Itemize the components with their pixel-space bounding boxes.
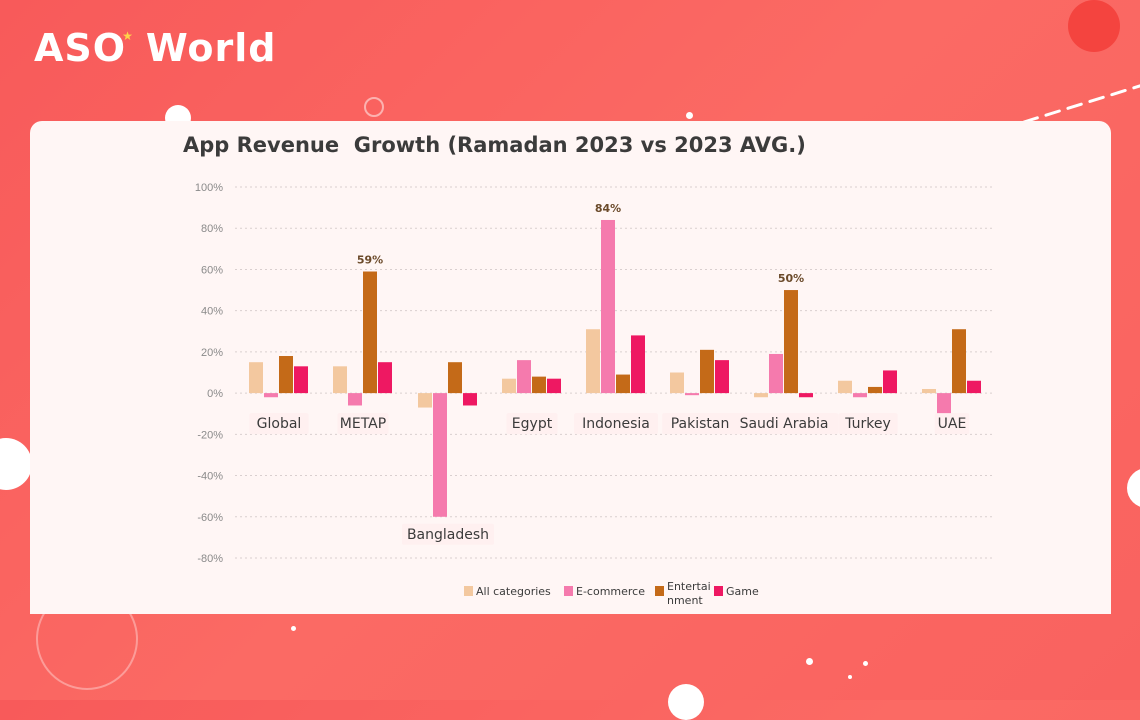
bar-game — [799, 393, 813, 398]
logo-text-aso: ASO — [34, 26, 127, 70]
category-label: UAE — [938, 416, 967, 432]
category-label: Global — [257, 416, 302, 432]
y-tick-label: 0% — [207, 388, 223, 400]
decor-circle — [1068, 0, 1120, 52]
y-tick-label: -60% — [197, 512, 223, 524]
decor-dot — [806, 658, 813, 665]
decor-dashed-line — [1022, 84, 1140, 124]
legend-swatch — [714, 586, 723, 596]
bar-entertainment — [868, 386, 882, 394]
bar-e-commerce — [348, 393, 362, 406]
data-label: 50% — [778, 272, 804, 285]
data-label: 84% — [595, 202, 621, 215]
bar-chart: 100% 80% 60% 40% 20% 0% -20% -40% -60% -80% Global… — [195, 182, 995, 607]
decor-circle — [0, 438, 32, 490]
chart-card: App Revenue Growth (Ramadan 2023 vs 2023… — [30, 121, 1111, 614]
bar-all-categories — [502, 378, 516, 394]
bar-entertainment — [448, 362, 462, 394]
data-label: 59% — [357, 254, 383, 267]
category-label: Egypt — [512, 416, 553, 432]
chart-title: App Revenue Growth (Ramadan 2023 vs 2023… — [183, 133, 806, 157]
bar-e-commerce — [433, 393, 447, 517]
bar-game — [967, 380, 981, 394]
bar-all-categories — [333, 366, 347, 394]
bar-all-categories — [249, 362, 263, 394]
decor-circle — [1127, 468, 1140, 508]
decor-dot — [848, 675, 852, 679]
bar-game — [715, 360, 729, 394]
bar-game — [883, 370, 897, 394]
bar-game — [547, 378, 561, 394]
bar-e-commerce — [685, 393, 699, 396]
bar-game — [463, 393, 477, 406]
decor-dot — [686, 112, 693, 119]
decor-circle — [364, 97, 384, 117]
bar-all-categories — [586, 329, 600, 394]
legend-swatch — [564, 586, 573, 596]
category-label-bg — [934, 413, 970, 435]
y-tick-label: 100% — [195, 182, 223, 194]
bar-all-categories — [418, 393, 432, 408]
legend-label: Entertai — [667, 580, 711, 593]
legend-label: nment — [667, 594, 703, 607]
bar-all-categories — [670, 372, 684, 394]
decor-dot — [291, 626, 296, 631]
legend-label: All categories — [476, 585, 551, 598]
category-label: Indonesia — [582, 416, 650, 432]
legend-label: Game — [726, 585, 759, 598]
y-tick-label: 80% — [201, 223, 223, 235]
y-tick-label: 60% — [201, 264, 223, 276]
legend-label: E-commerce — [576, 585, 645, 598]
brand-logo: ASO ★ World — [34, 26, 277, 70]
category-label: Bangladesh — [407, 527, 489, 543]
category-label: Saudi Arabia — [740, 416, 829, 432]
y-tick-label: -20% — [197, 429, 223, 441]
decor-dot — [863, 661, 868, 666]
bar-entertainment — [363, 271, 377, 394]
bar-entertainment — [532, 376, 546, 394]
category-label-bg — [337, 413, 389, 435]
y-tick-label: -40% — [197, 471, 223, 483]
bar-e-commerce — [601, 219, 615, 394]
bar-game — [378, 362, 392, 394]
bar-entertainment — [279, 356, 293, 394]
legend-swatch — [655, 586, 664, 596]
bar-all-categories — [754, 393, 768, 398]
bar-entertainment — [616, 374, 630, 394]
bar-e-commerce — [517, 360, 531, 394]
bar-all-categories — [838, 380, 852, 394]
bar-e-commerce — [853, 393, 867, 398]
bar-e-commerce — [769, 353, 783, 394]
decor-circle — [668, 684, 704, 720]
bar-all-categories — [922, 388, 936, 394]
category-label-bg — [838, 413, 898, 435]
logo-star-icon: ★ — [122, 29, 134, 43]
category-label-bg — [402, 523, 494, 545]
category-label: Pakistan — [671, 416, 730, 432]
category-label-bg — [662, 413, 738, 435]
category-label-bg — [506, 413, 558, 435]
category-label: METAP — [340, 416, 386, 432]
bar-game — [631, 335, 645, 394]
y-tick-label: -80% — [197, 553, 223, 565]
category-label-bg — [249, 413, 309, 435]
category-label: Turkey — [844, 416, 891, 432]
y-tick-label: 20% — [201, 347, 223, 359]
bar-entertainment — [784, 290, 798, 394]
category-label-bg — [729, 413, 839, 435]
bar-game — [294, 366, 308, 394]
bar-e-commerce — [264, 393, 278, 398]
category-label-bg — [574, 413, 658, 435]
legend-swatch — [464, 586, 473, 596]
logo-text-world: World — [145, 26, 277, 70]
y-tick-label: 40% — [201, 306, 223, 318]
bar-e-commerce — [937, 393, 951, 414]
bar-entertainment — [952, 329, 966, 394]
bar-entertainment — [700, 349, 714, 394]
